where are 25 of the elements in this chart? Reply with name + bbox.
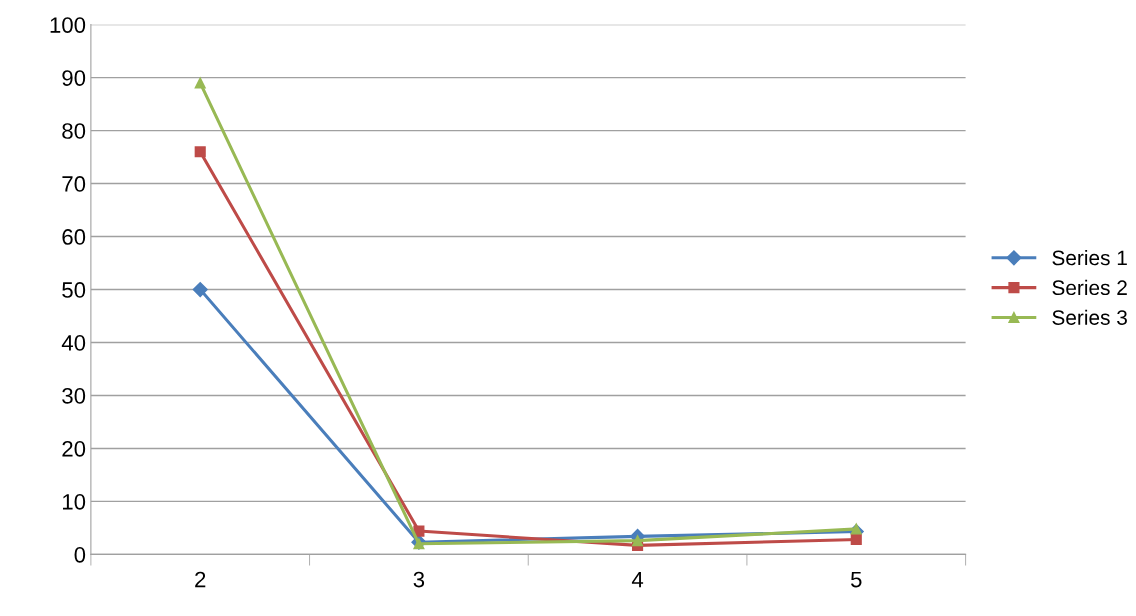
y-tick-label: 40 [61, 335, 86, 351]
y-tick-label: 70 [62, 176, 86, 192]
x-tick-label: 4 [631, 571, 644, 588]
y-tick-label: 0 [74, 546, 86, 563]
point [632, 535, 644, 547]
y-tick-label: 80 [62, 123, 86, 139]
y-tick-label: 20 [62, 440, 86, 457]
legend-label: Series 2 [1052, 279, 1127, 296]
point [194, 77, 206, 89]
point [850, 534, 862, 546]
y-tick-label: 30 [62, 388, 86, 404]
point [192, 281, 208, 298]
x-tick-label: 5 [850, 571, 862, 588]
point [413, 538, 425, 550]
y-tick-label: 100 [50, 17, 86, 33]
y-tick-label: 50 [62, 282, 86, 298]
legend-label: Series 3 [1052, 309, 1127, 325]
point [850, 523, 862, 535]
y-tick-label: 90 [62, 70, 86, 86]
x-tick-label: 3 [413, 571, 425, 588]
point [194, 146, 206, 158]
legend-label: Series 1 [1052, 249, 1127, 266]
y-tick-label: 60 [62, 229, 86, 245]
x-tick-label: 2 [195, 571, 206, 588]
y-tick-label: 10 [63, 493, 86, 510]
